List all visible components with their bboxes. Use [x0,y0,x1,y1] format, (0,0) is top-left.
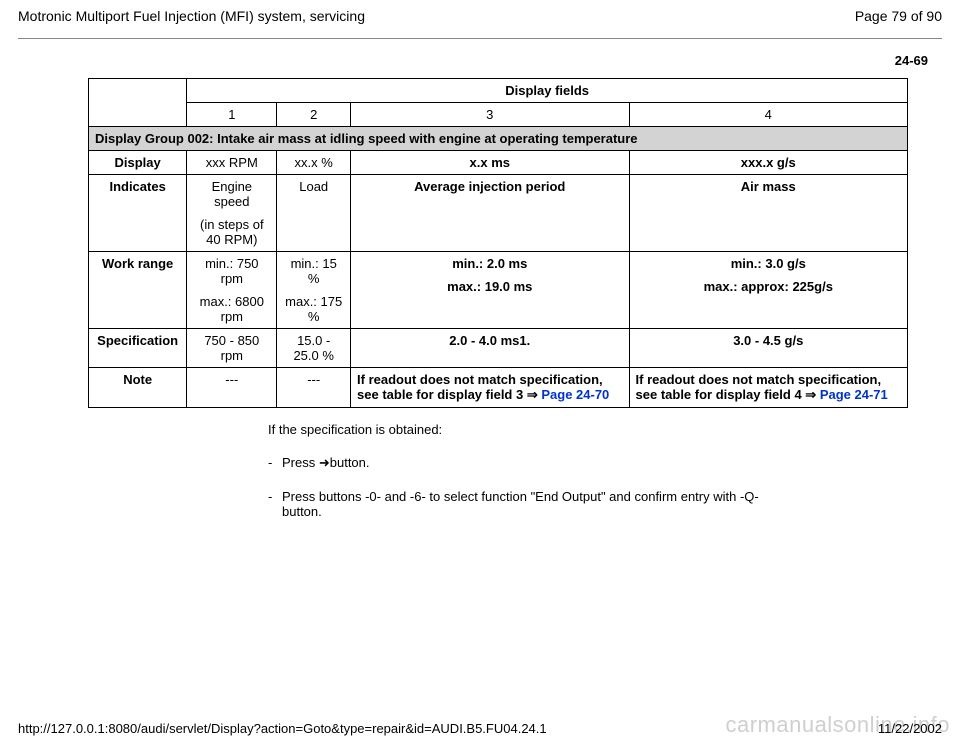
after-bullet2: - Press buttons -0- and -6- to select fu… [268,489,788,519]
spec-c2: 15.0 - 25.0 % [277,329,351,368]
table-row: Indicates Engine speed (in steps of 40 R… [89,175,908,252]
after-table-notes: If the specification is obtained: - Pres… [268,422,788,519]
col-num-3: 3 [351,103,629,127]
workrange-c3: min.: 2.0 ms max.: 19.0 ms [351,252,629,329]
after-bullet1: - Press ➜button. [268,455,788,471]
table-row: Display fields [89,79,908,103]
workrange-c1b: max.: 6800 rpm [193,294,270,324]
workrange-c2: min.: 15 % max.: 175 % [277,252,351,329]
page-number: Page 79 of 90 [855,8,942,24]
note-c4-link[interactable]: Page 24-71 [820,387,888,402]
indicates-c3: Average injection period [351,175,629,252]
after-bullet2-text: Press buttons -0- and -6- to select func… [282,489,788,519]
row-label-note: Note [89,368,187,408]
bullet1-press: Press [282,455,319,470]
footer-url: http://127.0.0.1:8080/audi/servlet/Displ… [18,721,547,736]
workrange-c1: min.: 750 rpm max.: 6800 rpm [187,252,277,329]
bullet-dash: - [268,455,282,471]
row-label-spec: Specification [89,329,187,368]
right-arrow-icon: ➜ [319,455,330,470]
spec-c3: 2.0 - 4.0 ms1. [351,329,629,368]
footer-date: 11/22/2002 [878,721,942,736]
arrow-icon: ⇒ [805,387,816,402]
after-line1: If the specification is obtained: [268,422,788,437]
display-group-title: Display Group 002: Intake air mass at id… [89,127,908,151]
col-num-1: 1 [187,103,277,127]
display-c2: xx.x % [277,151,351,175]
table-row: 1 2 3 4 [89,103,908,127]
section-number: 24-69 [18,53,928,68]
page-footer: http://127.0.0.1:8080/audi/servlet/Displ… [0,721,960,736]
row-label-display: Display [89,151,187,175]
table-row: Display xxx RPM xx.x % x.x ms xxx.x g/s [89,151,908,175]
note-c1: --- [187,368,277,408]
workrange-c3b: max.: 19.0 ms [357,279,622,294]
indicates-c1: Engine speed (in steps of 40 RPM) [187,175,277,252]
bullet1-rest: button. [330,455,370,470]
table-row: Display Group 002: Intake air mass at id… [89,127,908,151]
display-c4: xxx.x g/s [629,151,907,175]
note-c3-link[interactable]: Page 24-70 [541,387,609,402]
indicates-c1a: Engine speed [212,179,252,209]
table-row: Work range min.: 750 rpm max.: 6800 rpm … [89,252,908,329]
indicates-c4: Air mass [629,175,907,252]
display-c1: xxx RPM [187,151,277,175]
horizontal-rule [18,38,942,39]
workrange-c2b: max.: 175 % [283,294,344,324]
display-fields-table: Display fields 1 2 3 4 Display Group 002… [88,78,908,408]
workrange-c4: min.: 3.0 g/s max.: approx: 225g/s [629,252,907,329]
display-c3: x.x ms [351,151,629,175]
indicates-c2: Load [277,175,351,252]
page-header: Motronic Multiport Fuel Injection (MFI) … [18,8,942,24]
after-bullet1-text: Press ➜button. [282,455,370,471]
spec-c4: 3.0 - 4.5 g/s [629,329,907,368]
page: Motronic Multiport Fuel Injection (MFI) … [0,0,960,519]
workrange-c1a: min.: 750 rpm [205,256,258,286]
doc-title: Motronic Multiport Fuel Injection (MFI) … [18,8,365,24]
workrange-c4b: max.: approx: 225g/s [636,279,901,294]
note-c4: If readout does not match specification,… [629,368,907,408]
workrange-c4a: min.: 3.0 g/s [731,256,806,271]
row-label-indicates: Indicates [89,175,187,252]
content-area: Display fields 1 2 3 4 Display Group 002… [88,78,908,519]
display-fields-header: Display fields [187,79,908,103]
table-row: Specification 750 - 850 rpm 15.0 - 25.0 … [89,329,908,368]
row-label-workrange: Work range [89,252,187,329]
col-num-4: 4 [629,103,907,127]
workrange-c2a: min.: 15 % [291,256,337,286]
indicates-c1b: (in steps of 40 RPM) [193,217,270,247]
arrow-icon: ⇒ [527,387,538,402]
note-c3: If readout does not match specification,… [351,368,629,408]
blank-header-cell [89,79,187,127]
spec-c1: 750 - 850 rpm [187,329,277,368]
workrange-c3a: min.: 2.0 ms [452,256,527,271]
note-c2: --- [277,368,351,408]
bullet-dash: - [268,489,282,519]
table-row: Note --- --- If readout does not match s… [89,368,908,408]
col-num-2: 2 [277,103,351,127]
